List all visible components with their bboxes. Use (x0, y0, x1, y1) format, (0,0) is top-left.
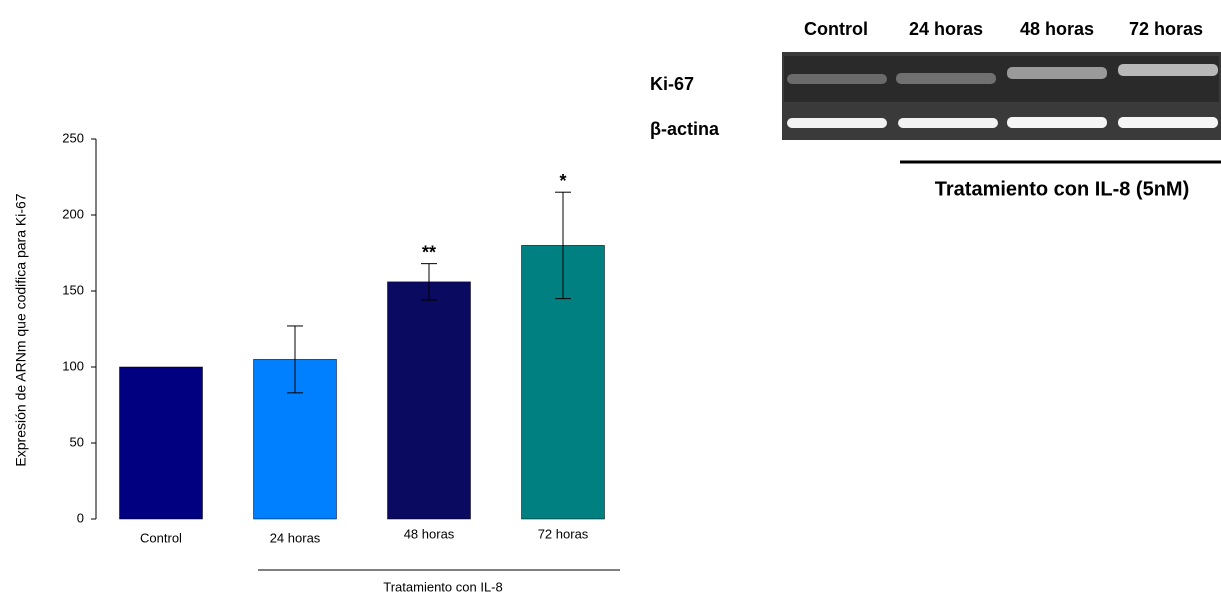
group-label: Tratamiento con IL-8 (383, 579, 502, 594)
y-tick-label: 50 (70, 434, 84, 449)
gel-lane-label: Control (804, 19, 868, 39)
significance-label: ** (422, 242, 436, 262)
y-axis-label: Expresión de ARNm que codifica para Ki-6… (13, 193, 29, 466)
gel-band (1118, 64, 1218, 76)
y-tick-label: 200 (62, 206, 84, 221)
gel-treatment-label: Tratamiento con IL-8 (5nM) (935, 178, 1189, 200)
gel-lane-label: 24 horas (909, 19, 983, 39)
gel-band (1118, 117, 1218, 128)
x-tick-label: 24 horas (270, 530, 321, 545)
bar (120, 367, 203, 519)
significance-label: * (559, 171, 566, 191)
gel-panel: Control 24 horas 48 horas 72 horas Ki-67… (650, 19, 1221, 201)
gel-band (1007, 117, 1107, 128)
x-tick-label: 72 horas (538, 526, 589, 541)
gel-band (898, 118, 998, 128)
y-tick-label: 250 (62, 130, 84, 145)
y-tick-label: 150 (62, 282, 84, 297)
gel-lane-label: 48 horas (1020, 19, 1094, 39)
gel-band (896, 73, 996, 84)
gel-row-label: Ki-67 (650, 74, 694, 94)
bar (388, 282, 471, 519)
gel-row-label: β-actina (650, 119, 720, 139)
gel-band (787, 74, 887, 84)
figure: Expresión de ARNm que codifica para Ki-6… (0, 0, 1221, 597)
x-tick-label: Control (140, 530, 182, 545)
gel-lane-label: 72 horas (1129, 19, 1203, 39)
page: Expresión de ARNm que codifica para Ki-6… (0, 0, 1221, 597)
y-tick-label: 100 (62, 358, 84, 373)
x-tick-label: 48 horas (404, 526, 455, 541)
y-tick-label: 0 (77, 510, 84, 525)
gel-band (787, 118, 887, 128)
gel-band (1007, 67, 1107, 79)
